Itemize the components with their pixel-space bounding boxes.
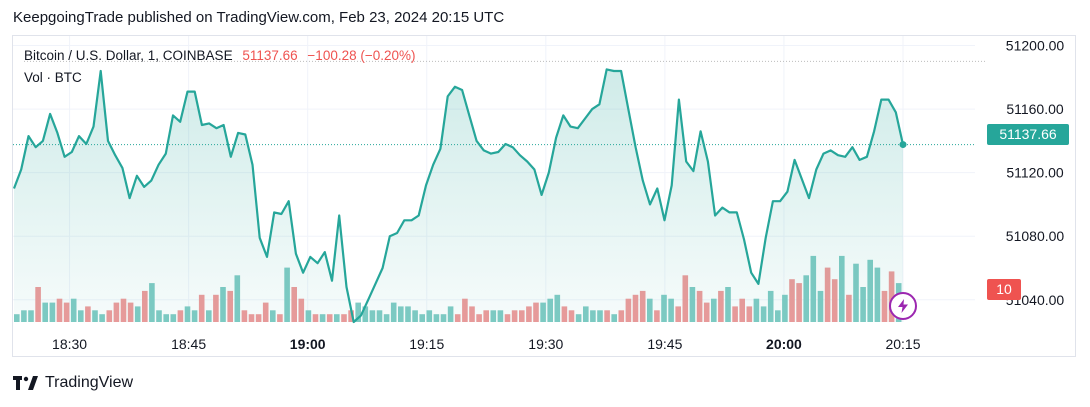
x-tick-label: 18:45 bbox=[171, 336, 206, 352]
y-tick-label: 51160.00 bbox=[1006, 101, 1064, 117]
volume-legend[interactable]: Vol · BTC bbox=[24, 70, 82, 85]
y-tick-label: 51120.00 bbox=[1006, 165, 1064, 181]
x-tick-label: 20:15 bbox=[885, 336, 920, 352]
x-tick-label: 18:30 bbox=[52, 336, 87, 352]
last-price-value: 51137.66 bbox=[242, 48, 298, 63]
symbol-title: Bitcoin / U.S. Dollar, 1, COINBASE bbox=[24, 48, 233, 63]
y-tick-label: 51080.00 bbox=[1006, 228, 1065, 244]
volume-tag: 10 bbox=[987, 279, 1021, 300]
symbol-legend[interactable]: Bitcoin / U.S. Dollar, 1, COINBASE 51137… bbox=[24, 48, 416, 63]
x-tick-label: 20:00 bbox=[766, 336, 802, 352]
brand-name: TradingView bbox=[45, 374, 134, 391]
price-area bbox=[14, 69, 903, 323]
last-price-tag: 51137.66 bbox=[987, 124, 1069, 145]
time-axis: 18:30 18:45 19:00 19:15 19:30 19:45 20:00 20:15 bbox=[52, 336, 921, 352]
price-change-value: −100.28 (−0.20%) bbox=[307, 48, 416, 63]
x-tick-label: 19:00 bbox=[290, 336, 326, 352]
publish-caption: KeepgoingTrade published on TradingView.… bbox=[13, 9, 505, 26]
x-tick-label: 19:15 bbox=[409, 336, 444, 352]
x-tick-label: 19:30 bbox=[528, 336, 563, 352]
price-line bbox=[12, 68, 905, 324]
tradingview-logo-icon bbox=[13, 376, 38, 390]
alert-button[interactable] bbox=[889, 292, 917, 320]
volume-bar bbox=[355, 302, 361, 322]
last-price-dot bbox=[899, 141, 907, 149]
chart-frame bbox=[12, 35, 1076, 357]
x-tick-label: 19:45 bbox=[647, 336, 682, 352]
y-tick-label: 51200.00 bbox=[1006, 38, 1065, 54]
tradingview-brand[interactable]: TradingView bbox=[13, 374, 133, 392]
lightning-icon bbox=[898, 299, 908, 313]
